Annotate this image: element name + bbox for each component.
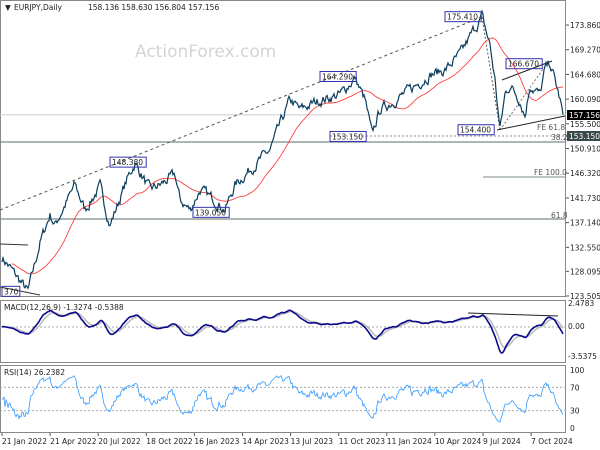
symbol-label: EURJPY,Daily xyxy=(14,3,63,12)
date-tick-label: 21 Apr 2022 xyxy=(50,437,97,446)
price-annotation-box xyxy=(319,71,357,83)
price-annotation-label: 370 xyxy=(4,287,19,296)
price-tick-label: 123.505 xyxy=(570,292,600,301)
macd-line xyxy=(1,309,564,354)
current-price-badge xyxy=(567,110,600,120)
price-annotation-label: 139.050 xyxy=(195,208,226,217)
macd-tick-label: 0.00 xyxy=(568,322,585,331)
rsi-label: RSI(14) 26.2382 xyxy=(4,368,65,377)
price-tick-label: 160.090 xyxy=(570,95,600,104)
date-tick-label: 20 Jul 2022 xyxy=(98,437,141,446)
macd-panel-frame xyxy=(0,300,566,363)
price-annotation-label: 148.380 xyxy=(112,158,143,167)
price-annotation-box xyxy=(192,206,230,218)
main-panel-frame xyxy=(0,0,566,297)
macd-divergence-line xyxy=(467,312,559,317)
price-tick-label: 173.860 xyxy=(570,21,600,30)
fe-100-label: FE 100.0 xyxy=(534,168,567,177)
rsi-panel-frame xyxy=(0,365,566,433)
price-annotation-label: 175.410 xyxy=(447,13,478,22)
price-annotation-label: 166.670 xyxy=(508,60,539,69)
price-annotation-box xyxy=(109,156,147,168)
header-triangle-icon: ▼ xyxy=(5,3,11,12)
price-annotation-label: 164.290 xyxy=(322,73,353,82)
date-tick-label: 14 Apr 2023 xyxy=(243,437,290,446)
date-tick-label: 9 Jul 2024 xyxy=(483,437,521,446)
current-price-label: 157.156 xyxy=(569,111,600,120)
price-tick-label: 128.095 xyxy=(570,267,600,276)
long-trendline xyxy=(0,16,483,211)
price-annotation-label: 154.400 xyxy=(460,126,491,135)
date-tick-label: 11 Oct 2023 xyxy=(339,437,386,446)
date-tick-label: 18 Oct 2022 xyxy=(146,437,193,446)
price-tick-label: 155.500 xyxy=(570,120,600,129)
rsi-tick-label: 70 xyxy=(570,383,580,392)
price-annotation-box xyxy=(505,58,543,70)
macd-tick-label: -3.5375 xyxy=(568,352,597,361)
macd-label: MACD(12,26,9) -1.3274 -0.5388 xyxy=(4,303,124,312)
date-tick-label: 21 Jan 2022 xyxy=(2,437,47,446)
price-annotation-box xyxy=(329,130,367,142)
fib-38.2-label: 38.2 xyxy=(551,133,568,142)
fib-61.8-label: 61.8 xyxy=(551,211,568,220)
date-tick-label: 11 Jan 2024 xyxy=(387,437,432,446)
fe-61.8-label: FE 61.8 xyxy=(537,123,565,132)
upper-channel-line xyxy=(501,60,553,81)
lower-channel-line xyxy=(496,115,566,131)
left-trendline xyxy=(0,243,29,246)
rsi-tick-label: 0 xyxy=(570,424,575,433)
watermark: ActionForex.com xyxy=(135,42,276,62)
price-annotation-box xyxy=(457,124,495,136)
rsi-tick-label: 100 xyxy=(570,366,585,375)
price-tick-label: 132.550 xyxy=(570,243,600,252)
price-tick-label: 146.320 xyxy=(570,169,600,178)
price-tick-label: 164.680 xyxy=(570,70,600,79)
projection-line xyxy=(499,61,549,131)
price-annotation-label: 153.150 xyxy=(332,132,363,141)
level-price-label: 153.150 xyxy=(569,132,600,141)
date-tick-label: 16 Jan 2023 xyxy=(194,437,239,446)
date-tick-label: 13 Jul 2023 xyxy=(291,437,334,446)
ohlc-values: 158.136 158.630 156.804 157.156 xyxy=(88,3,219,12)
price-line xyxy=(1,9,564,290)
price-annotation-box xyxy=(444,11,482,23)
price-tick-label: 150.910 xyxy=(570,145,600,154)
rsi-tick-label: 30 xyxy=(570,407,580,416)
rsi-line xyxy=(2,375,564,423)
price-tick-label: 169.270 xyxy=(570,46,600,55)
projection-line xyxy=(481,16,501,131)
price-tick-label: 137.140 xyxy=(570,219,600,228)
price-annotation-box xyxy=(1,285,21,297)
date-tick-label: 10 Apr 2024 xyxy=(435,437,482,446)
level-badge xyxy=(567,131,600,141)
macd-tick-label: 2.4783 xyxy=(568,299,594,308)
price-tick-label: 141.730 xyxy=(570,194,600,203)
date-tick-label: 7 Oct 2024 xyxy=(531,437,573,446)
moving-average-line xyxy=(11,37,564,275)
